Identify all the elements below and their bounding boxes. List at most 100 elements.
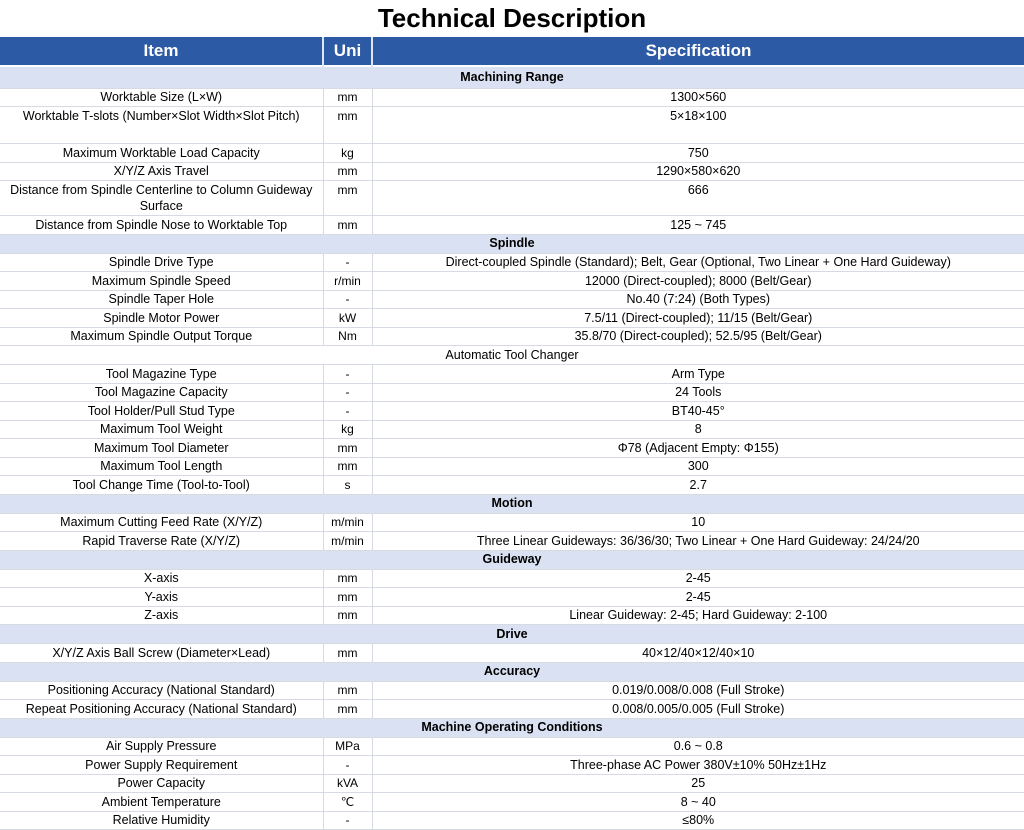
unit-cell: - xyxy=(322,253,373,272)
spec-cell: 0.019/0.008/0.008 (Full Stroke) xyxy=(372,681,1024,700)
table-row: Repeat Positioning Accuracy (National St… xyxy=(0,699,1024,719)
table-body: Machining Range Worktable Size (L×W) mm 130… xyxy=(0,65,1024,830)
unit-cell: mm xyxy=(322,606,373,625)
spec-cell: 5×18×100 xyxy=(372,106,1024,144)
item-cell: Tool Magazine Capacity xyxy=(0,383,323,402)
table-row: Maximum Spindle Speed r/min 12000 (Direct-… xyxy=(0,271,1024,291)
unit-cell: - xyxy=(322,811,373,830)
item-cell: Ambient Temperature xyxy=(0,792,323,812)
table-row: Tool Magazine Type - Arm Type xyxy=(0,364,1024,384)
unit-cell: kg xyxy=(322,420,373,439)
unit-cell: - xyxy=(322,401,373,421)
item-cell: Distance from Spindle Centerline to Colu… xyxy=(0,180,323,216)
item-cell: Maximum Spindle Speed xyxy=(0,271,323,291)
section-band: Machining Range xyxy=(0,65,1024,89)
table-row: Maximum Tool Weight kg 8 xyxy=(0,420,1024,439)
item-cell: Air Supply Pressure xyxy=(0,737,323,756)
spec-cell: Three Linear Guideways: 36/36/30; Two Li… xyxy=(372,531,1024,551)
page-title: Technical Description xyxy=(377,3,647,33)
table-row: X/Y/Z Axis Ball Screw (Diameter×Lead) mm 4… xyxy=(0,643,1024,663)
spec-cell: Arm Type xyxy=(372,364,1024,384)
item-cell: Repeat Positioning Accuracy (National St… xyxy=(0,699,323,719)
unit-cell: mm xyxy=(322,215,373,235)
unit-cell: mm xyxy=(322,162,373,181)
table-row: Maximum Cutting Feed Rate (X/Y/Z) m/min 10 xyxy=(0,513,1024,532)
section-title: Accuracy xyxy=(0,662,1024,682)
item-cell: Y-axis xyxy=(0,587,323,607)
unit-cell: mm xyxy=(322,681,373,700)
item-cell: Z-axis xyxy=(0,606,323,625)
unit-cell: mm xyxy=(322,643,373,663)
spec-cell: Linear Guideway: 2-45; Hard Guideway: 2-… xyxy=(372,606,1024,625)
spec-cell: 7.5/11 (Direct-coupled); 11/15 (Belt/Gea… xyxy=(372,308,1024,328)
item-cell: X/Y/Z Axis Ball Screw (Diameter×Lead) xyxy=(0,643,323,663)
spec-cell: 0.008/0.005/0.005 (Full Stroke) xyxy=(372,699,1024,719)
item-cell: X/Y/Z Axis Travel xyxy=(0,162,323,181)
unit-cell: kW xyxy=(322,308,373,328)
spec-cell: Φ78 (Adjacent Empty: Φ155) xyxy=(372,438,1024,458)
table-row: Tool Change Time (Tool-to-Tool) s 2.7 xyxy=(0,475,1024,495)
table-row: Tool Magazine Capacity -24 Tools xyxy=(0,383,1024,402)
spec-cell: 25 xyxy=(372,774,1024,793)
item-cell: Tool Holder/Pull Stud Type xyxy=(0,401,323,421)
table-row: Worktable Size (L×W) mm 1300×560 xyxy=(0,88,1024,107)
spec-cell: 2-45 xyxy=(372,569,1024,588)
table-row: Relative Humidity - ≤80% xyxy=(0,811,1024,830)
section-band: Drive xyxy=(0,624,1024,644)
section-band: Automatic Tool Changer xyxy=(0,345,1024,365)
table-row: Distance from Spindle Centerline to Colu… xyxy=(0,180,1024,216)
section-title: Guideway xyxy=(0,550,1024,570)
table-row: Power Supply Requirement - Three-phase AC … xyxy=(0,755,1024,775)
table-row: X-axis mm 2-45 xyxy=(0,569,1024,588)
table-row: Maximum Spindle Output Torque Nm 35.8/70 (… xyxy=(0,327,1024,346)
item-cell: Tool Change Time (Tool-to-Tool) xyxy=(0,475,323,495)
table-row: Spindle Motor Power kW 7.5/11 (Direct-coup… xyxy=(0,308,1024,328)
section-band: Machine Operating Conditions xyxy=(0,718,1024,738)
unit-cell: m/min xyxy=(322,531,373,551)
unit-cell: mm xyxy=(322,438,373,458)
section-title: Machining Range xyxy=(0,65,1024,89)
section-band: Guideway xyxy=(0,550,1024,570)
item-cell: X-axis xyxy=(0,569,323,588)
spec-cell: 8 xyxy=(372,420,1024,439)
unit-cell: Nm xyxy=(322,327,373,346)
item-cell: Maximum Spindle Output Torque xyxy=(0,327,323,346)
item-cell: Power Supply Requirement xyxy=(0,755,323,775)
spec-cell: 1300×560 xyxy=(372,88,1024,107)
table-header-row: Item Uni Specification xyxy=(0,37,1024,66)
unit-cell: kVA xyxy=(322,774,373,793)
unit-cell: mm xyxy=(322,569,373,588)
unit-cell: MPa xyxy=(322,737,373,756)
section-band: Accuracy xyxy=(0,662,1024,682)
spec-cell: 2-45 xyxy=(372,587,1024,607)
unit-cell: mm xyxy=(322,106,373,144)
item-cell: Power Capacity xyxy=(0,774,323,793)
table-row: X/Y/Z Axis Travel mm 1290×580×620 xyxy=(0,162,1024,181)
unit-cell: - xyxy=(322,383,373,402)
section-title: Motion xyxy=(0,494,1024,514)
table-row: Positioning Accuracy (National Standard)… xyxy=(0,681,1024,700)
spec-cell: 24 Tools xyxy=(372,383,1024,402)
table-row: Power Capacity kVA 25 xyxy=(0,774,1024,793)
spec-table: Item Uni Specification Machining Range Wo… xyxy=(0,37,1024,830)
spec-cell: 750 xyxy=(372,143,1024,163)
spec-cell: 12000 (Direct-coupled); 8000 (Belt/Gear) xyxy=(372,271,1024,291)
item-cell: Worktable T-slots (Number×Slot Width×Slo… xyxy=(0,106,323,144)
spec-cell: 125 ~ 745 xyxy=(372,215,1024,235)
unit-cell: s xyxy=(322,475,373,495)
section-title: Automatic Tool Changer xyxy=(0,345,1024,365)
spec-cell: 8 ~ 40 xyxy=(372,792,1024,812)
table-row: Ambient Temperature ℃ 8 ~ 40 xyxy=(0,792,1024,812)
spec-cell: 666 xyxy=(372,180,1024,216)
unit-cell: mm xyxy=(322,457,373,476)
spec-cell: 10 xyxy=(372,513,1024,532)
unit-cell: kg xyxy=(322,143,373,163)
section-title: Machine Operating Conditions xyxy=(0,718,1024,738)
item-cell: Spindle Motor Power xyxy=(0,308,323,328)
item-cell: Worktable Size (L×W) xyxy=(0,88,323,107)
table-row: Air Supply Pressure MPa 0.6 ~ 0.8 xyxy=(0,737,1024,756)
item-cell: Rapid Traverse Rate (X/Y/Z) xyxy=(0,531,323,551)
item-cell: Maximum Tool Diameter xyxy=(0,438,323,458)
item-cell: Maximum Tool Length xyxy=(0,457,323,476)
